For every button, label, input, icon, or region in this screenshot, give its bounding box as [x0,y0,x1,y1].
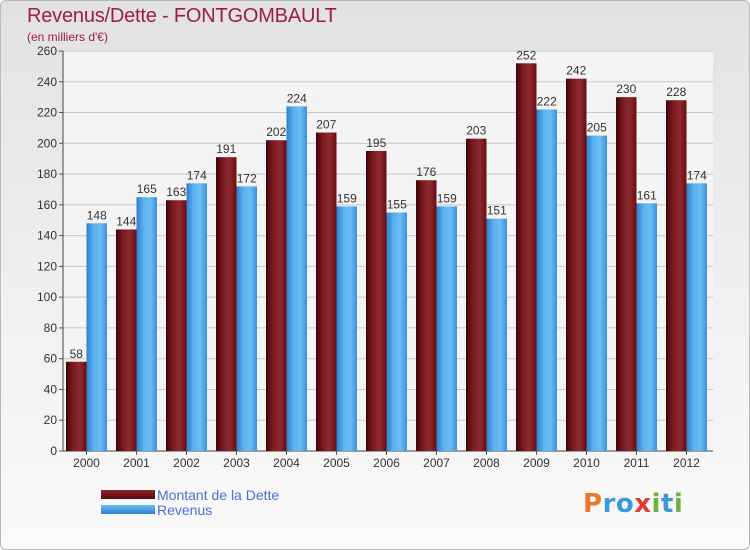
data-label-revenue-2002: 174 [187,168,207,182]
data-label-debt-2001: 144 [116,214,136,228]
bar-debt-2010 [566,78,587,451]
bar-debt-2002 [166,200,187,451]
bar-debt-2004 [266,140,287,451]
legend-item-revenue: Revenus [101,501,279,518]
chart-legend: Montant de la Dette Revenus [101,486,280,518]
data-label-debt-2010: 242 [566,64,586,78]
y-tick-label: 100 [37,290,57,304]
proxiti-logo: Proxiti [583,489,683,519]
data-label-debt-2005: 207 [316,118,336,132]
bar-debt-2007 [416,180,437,451]
x-tick-label-2002: 2002 [173,456,200,470]
logo-letter: i [651,489,661,519]
data-label-revenue-2010: 205 [587,121,607,135]
x-tick-label-2007: 2007 [423,456,450,470]
y-tick-label: 20 [44,413,58,427]
bar-debt-2006 [366,151,387,451]
x-tick-label-2000: 2000 [73,456,100,470]
y-tick-label: 220 [37,106,57,120]
y-tick-label: 200 [37,136,57,150]
x-tick-label-2008: 2008 [473,456,500,470]
bar-revenue-2004 [286,106,307,451]
bar-debt-2008 [466,138,487,451]
x-tick-label-2004: 2004 [273,456,300,470]
data-label-debt-2004: 202 [266,125,286,139]
x-tick-label-2010: 2010 [573,456,600,470]
logo-letter: P [583,489,603,519]
y-tick-label: 120 [37,259,57,273]
bar-revenue-2012 [686,183,707,452]
y-tick-label: 60 [44,352,58,366]
bar-revenue-2005 [336,206,357,451]
bar-revenue-2011 [636,203,657,451]
bar-debt-2012 [666,100,687,451]
bar-revenue-2007 [436,206,457,451]
bar-revenue-2008 [486,218,507,451]
data-label-debt-2009: 252 [516,48,536,62]
x-tick-label-2012: 2012 [673,456,700,470]
legend-swatch-debt [101,490,155,499]
bar-revenue-2006 [386,212,407,451]
logo-letter: t [660,489,674,519]
logo-letter: x [634,489,652,519]
bar-revenue-2003 [236,186,257,451]
data-label-debt-2007: 176 [416,165,436,179]
data-label-revenue-2004: 224 [287,91,307,105]
y-tick-label: 180 [37,167,57,181]
legend-label-revenue: Revenus [157,501,213,518]
bar-revenue-2010 [586,135,607,451]
y-tick-label: 0 [50,444,57,458]
data-label-debt-2006: 195 [366,136,386,150]
data-label-revenue-2005: 159 [337,191,357,205]
x-tick-label-2009: 2009 [523,456,550,470]
x-tick-label-2003: 2003 [223,456,250,470]
legend-item-debt: Montant de la Dette [101,486,280,503]
bar-revenue-2000 [86,223,107,451]
data-label-debt-2008: 203 [466,124,486,138]
data-label-debt-2011: 230 [616,82,636,96]
logo-letter: r [602,489,616,519]
x-tick-label-2001: 2001 [123,456,150,470]
data-label-debt-2002: 163 [166,185,186,199]
data-label-revenue-2003: 172 [237,171,257,185]
bar-revenue-2001 [136,197,157,451]
bar-debt-2003 [216,157,237,451]
data-label-revenue-2006: 155 [387,198,407,212]
data-label-debt-2003: 191 [216,142,236,156]
bar-debt-2000 [66,361,87,451]
y-tick-label: 240 [37,75,57,89]
logo-letter: i [673,489,684,519]
data-label-revenue-2009: 222 [537,94,557,108]
data-label-revenue-2000: 148 [87,208,107,222]
y-tick-label: 260 [37,44,57,58]
bar-debt-2011 [616,97,637,452]
legend-swatch-revenue [101,505,155,514]
x-tick-label-2006: 2006 [373,456,400,470]
bar-debt-2009 [516,63,537,452]
data-label-revenue-2008: 151 [487,204,507,218]
data-label-revenue-2011: 161 [637,188,657,202]
data-label-revenue-2001: 165 [137,182,157,196]
chart-title: Revenus/Dette - FONTGOMBAULT [27,5,337,27]
chart-subtitle: (en milliers d'€) [27,30,108,44]
x-tick-label-2005: 2005 [323,456,350,470]
bar-debt-2001 [116,229,137,451]
data-label-debt-2000: 58 [70,347,84,361]
data-label-debt-2012: 228 [666,85,686,99]
bar-revenue-2009 [536,109,557,451]
data-label-revenue-2007: 159 [437,191,457,205]
y-tick-label: 140 [37,229,57,243]
y-tick-label: 160 [37,198,57,212]
data-label-revenue-2012: 174 [687,168,707,182]
bar-revenue-2002 [186,183,207,452]
x-tick-label-2011: 2011 [624,456,650,470]
logo-letter: o [615,489,635,519]
y-tick-label: 40 [44,382,58,396]
bar-debt-2005 [316,132,337,452]
legend-label-debt: Montant de la Dette [157,486,280,503]
y-tick-label: 80 [44,321,58,335]
